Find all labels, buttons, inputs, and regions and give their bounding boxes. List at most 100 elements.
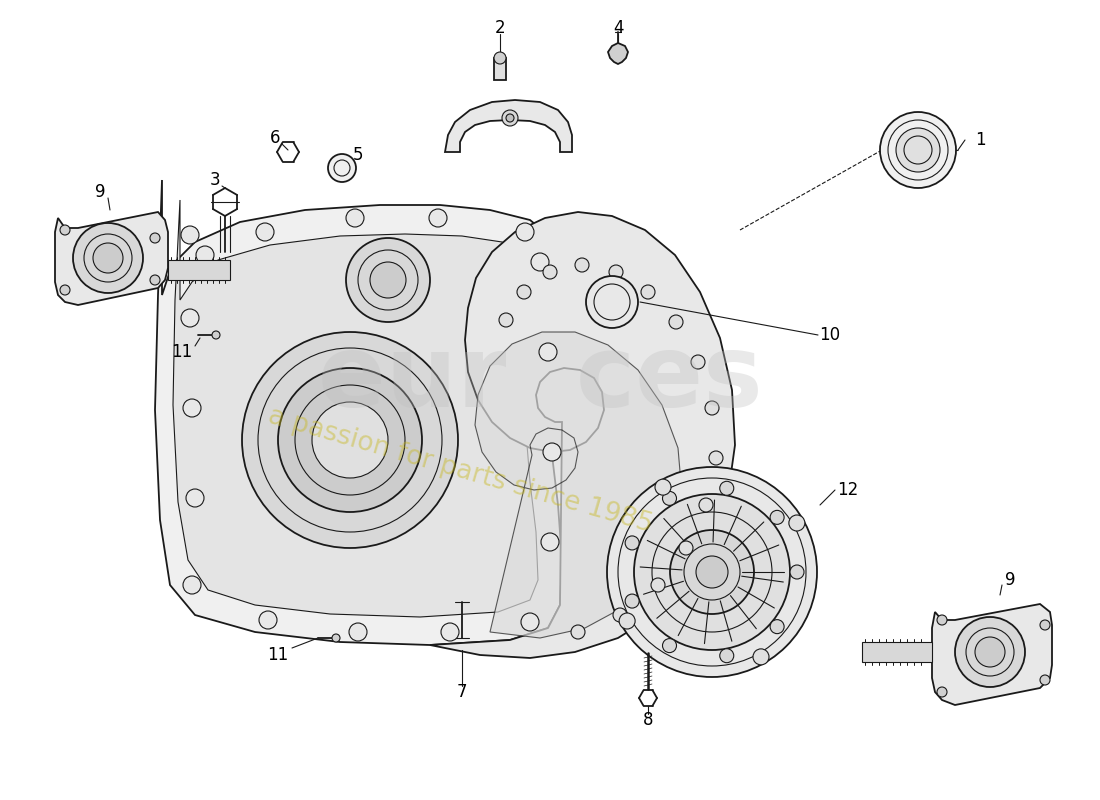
Text: 2: 2 <box>495 19 505 37</box>
Circle shape <box>183 576 201 594</box>
Circle shape <box>256 223 274 241</box>
Circle shape <box>609 265 623 279</box>
Text: 3: 3 <box>210 171 220 189</box>
Circle shape <box>662 491 676 506</box>
Text: 8: 8 <box>642 711 653 729</box>
Circle shape <box>1040 675 1050 685</box>
Circle shape <box>670 530 754 614</box>
Circle shape <box>94 243 123 273</box>
Circle shape <box>332 634 340 642</box>
Circle shape <box>625 594 639 608</box>
Circle shape <box>698 498 713 512</box>
Circle shape <box>696 556 728 588</box>
Polygon shape <box>155 180 562 645</box>
Circle shape <box>429 209 447 227</box>
Polygon shape <box>168 260 230 280</box>
Circle shape <box>60 285 70 295</box>
Circle shape <box>770 510 784 524</box>
Circle shape <box>196 246 214 264</box>
Circle shape <box>346 238 430 322</box>
Polygon shape <box>55 212 168 305</box>
Polygon shape <box>475 332 682 638</box>
Circle shape <box>937 687 947 697</box>
Polygon shape <box>430 212 735 658</box>
Text: eur  ces: eur ces <box>318 331 762 429</box>
Text: 9: 9 <box>1004 571 1015 589</box>
Text: 12: 12 <box>837 481 859 499</box>
Circle shape <box>719 482 734 495</box>
Circle shape <box>651 578 666 592</box>
Text: 11: 11 <box>172 343 192 361</box>
Circle shape <box>328 154 356 182</box>
Text: 1: 1 <box>975 131 986 149</box>
Circle shape <box>691 355 705 369</box>
Text: 11: 11 <box>267 646 288 664</box>
Circle shape <box>770 620 784 634</box>
Circle shape <box>789 515 805 531</box>
Circle shape <box>541 533 559 551</box>
Circle shape <box>634 494 790 650</box>
Circle shape <box>73 223 143 293</box>
Circle shape <box>506 114 514 122</box>
Circle shape <box>790 565 804 579</box>
Circle shape <box>975 637 1005 667</box>
Circle shape <box>186 489 204 507</box>
Circle shape <box>654 479 671 495</box>
Circle shape <box>719 649 734 662</box>
Circle shape <box>183 399 201 417</box>
Circle shape <box>60 225 70 235</box>
Circle shape <box>182 309 199 327</box>
Circle shape <box>502 110 518 126</box>
Circle shape <box>575 258 589 272</box>
Circle shape <box>349 623 367 641</box>
Circle shape <box>182 226 199 244</box>
Circle shape <box>543 443 561 461</box>
Circle shape <box>662 638 676 653</box>
Circle shape <box>955 617 1025 687</box>
Circle shape <box>517 285 531 299</box>
Polygon shape <box>862 642 932 662</box>
Polygon shape <box>446 100 572 152</box>
Circle shape <box>278 368 422 512</box>
Text: 5: 5 <box>353 146 363 164</box>
Circle shape <box>625 536 639 550</box>
Circle shape <box>370 262 406 298</box>
Circle shape <box>543 265 557 279</box>
Circle shape <box>619 613 635 629</box>
Text: 9: 9 <box>95 183 106 201</box>
Text: 4: 4 <box>613 19 624 37</box>
Circle shape <box>539 343 557 361</box>
Circle shape <box>880 112 956 188</box>
Circle shape <box>710 451 723 465</box>
Circle shape <box>705 401 719 415</box>
Circle shape <box>242 332 458 548</box>
Text: a passion for parts since 1985: a passion for parts since 1985 <box>265 402 656 538</box>
Text: 6: 6 <box>270 129 280 147</box>
Circle shape <box>499 313 513 327</box>
Circle shape <box>896 128 940 172</box>
Circle shape <box>521 613 539 631</box>
Circle shape <box>754 649 769 665</box>
Circle shape <box>346 209 364 227</box>
Circle shape <box>258 611 277 629</box>
Polygon shape <box>494 58 506 80</box>
Circle shape <box>531 253 549 271</box>
Circle shape <box>494 52 506 64</box>
Circle shape <box>571 625 585 639</box>
Circle shape <box>613 608 627 622</box>
Circle shape <box>150 233 160 243</box>
Polygon shape <box>932 604 1052 705</box>
Text: 7: 7 <box>456 683 468 701</box>
Polygon shape <box>608 43 628 64</box>
Circle shape <box>516 223 534 241</box>
Circle shape <box>441 623 459 641</box>
Circle shape <box>586 276 638 328</box>
Text: 10: 10 <box>820 326 840 344</box>
Circle shape <box>641 285 654 299</box>
Circle shape <box>1040 620 1050 630</box>
Circle shape <box>312 402 388 478</box>
Circle shape <box>212 331 220 339</box>
Circle shape <box>937 615 947 625</box>
Circle shape <box>607 467 817 677</box>
Polygon shape <box>173 200 538 617</box>
